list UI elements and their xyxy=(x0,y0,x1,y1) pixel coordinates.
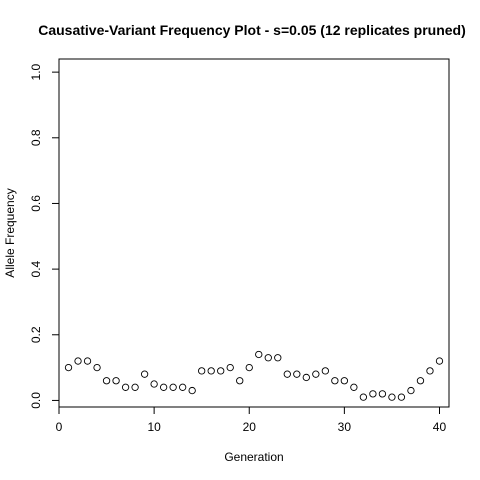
data-point xyxy=(416,377,425,385)
data-point xyxy=(83,357,92,365)
data-point xyxy=(302,373,310,382)
data-point xyxy=(226,363,234,372)
data-point xyxy=(283,370,291,378)
y-tick-label: 0.8 xyxy=(29,129,43,146)
data-point xyxy=(293,370,301,378)
data-point xyxy=(245,363,253,372)
y-tick-label: 0.6 xyxy=(29,195,43,212)
chart-title: Causative-Variant Frequency Plot - s=0.0… xyxy=(38,22,466,38)
y-axis-label: Allele Frequency xyxy=(3,188,17,277)
data-point xyxy=(169,383,177,391)
data-point xyxy=(150,380,158,388)
x-tick-label: 0 xyxy=(56,420,63,434)
y-tick-label: 0.0 xyxy=(29,392,43,409)
data-point xyxy=(159,383,168,391)
data-point xyxy=(378,390,387,398)
data-point xyxy=(321,367,329,375)
data-point xyxy=(407,386,415,395)
data-points xyxy=(64,350,444,401)
data-point xyxy=(179,383,187,391)
data-point xyxy=(331,377,339,385)
x-axis-label: Generation xyxy=(224,450,283,464)
data-point xyxy=(435,357,444,365)
data-point xyxy=(350,383,358,391)
y-tick-label: 0.4 xyxy=(29,260,43,277)
x-tick-label: 10 xyxy=(147,420,161,434)
data-point xyxy=(198,367,206,375)
data-point xyxy=(64,363,73,372)
data-point xyxy=(121,383,130,391)
data-point xyxy=(255,350,263,359)
data-point xyxy=(340,377,349,385)
data-point xyxy=(426,367,434,375)
data-point xyxy=(369,390,377,398)
data-point xyxy=(188,386,196,395)
data-point xyxy=(397,393,406,401)
y-axis: 0.0 0.2 0.4 0.6 0.8 1.0 xyxy=(29,63,59,409)
plot-frame xyxy=(58,58,450,408)
data-point xyxy=(388,393,396,401)
y-tick-label: 0.2 xyxy=(29,326,43,343)
data-point xyxy=(74,357,82,365)
data-point xyxy=(140,370,149,378)
x-tick-label: 20 xyxy=(243,420,257,434)
data-point xyxy=(217,367,225,375)
y-tick-label: 1.0 xyxy=(29,63,43,80)
data-point xyxy=(102,377,111,385)
x-tick-label: 30 xyxy=(338,420,352,434)
x-tick-label: 40 xyxy=(433,420,447,434)
data-point xyxy=(93,363,101,372)
data-point xyxy=(236,377,244,385)
data-point xyxy=(131,383,139,391)
data-point xyxy=(359,393,368,401)
data-point xyxy=(264,354,272,362)
data-point xyxy=(274,354,282,362)
x-axis: 0 10 20 30 40 xyxy=(56,407,447,434)
data-point xyxy=(312,370,320,378)
data-point xyxy=(207,367,215,375)
data-point xyxy=(112,377,120,385)
